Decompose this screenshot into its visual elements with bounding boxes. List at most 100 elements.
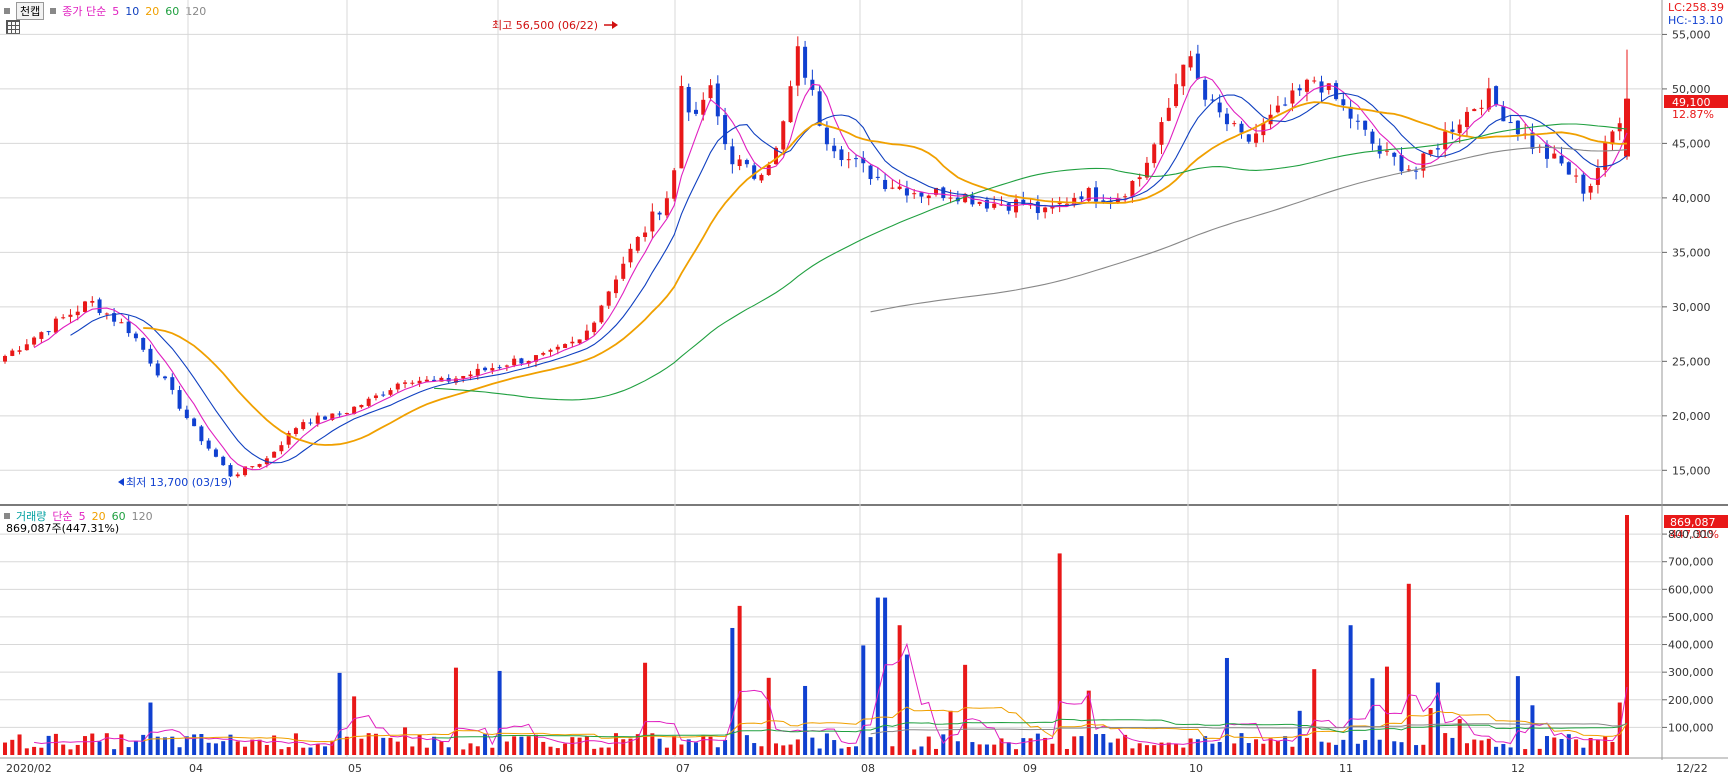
candle-body — [1515, 120, 1520, 135]
grid-settings-icon[interactable] — [6, 20, 20, 34]
volume-bar — [1006, 742, 1011, 755]
candle-body — [1363, 120, 1368, 130]
candle-body — [61, 317, 66, 319]
candle-body — [39, 332, 44, 339]
volume-bar — [388, 737, 393, 755]
volume-bar — [686, 739, 691, 755]
volume-bar — [1523, 749, 1528, 755]
candle-body — [1297, 88, 1302, 91]
candle-body — [904, 188, 909, 196]
volume-bar — [1450, 737, 1455, 755]
volume-bar — [133, 740, 138, 755]
x-tick-label: 07 — [676, 762, 690, 775]
volume-tick-label: 300,000 — [1668, 666, 1714, 679]
candle-body — [1159, 122, 1164, 145]
candle-body — [1588, 186, 1593, 193]
candle-body — [715, 83, 720, 117]
candle-body — [824, 127, 829, 145]
volume-bar — [1086, 690, 1091, 755]
moving-average-layer — [33, 76, 1628, 471]
candle-body — [970, 195, 975, 205]
volume-bar — [977, 744, 982, 755]
candle-body — [912, 193, 917, 195]
x-tick-label: 12 — [1511, 762, 1525, 775]
volume-bar — [417, 734, 422, 755]
candle-body — [1137, 177, 1142, 180]
candle-body — [628, 248, 633, 263]
candle-body — [1574, 175, 1579, 177]
candle-body — [926, 195, 931, 199]
candle-body — [657, 212, 662, 215]
volume-bar — [861, 645, 866, 755]
current-price-label: 49,100 — [1672, 96, 1711, 109]
volume-bar — [497, 670, 502, 755]
candle-body — [723, 115, 728, 145]
volume-bar — [17, 734, 22, 755]
candle-body — [1421, 153, 1426, 171]
chart-tab[interactable]: 천캡 — [16, 2, 45, 20]
candle-body — [177, 390, 182, 409]
volume-bar — [490, 747, 495, 755]
candle-body-last — [1624, 98, 1630, 157]
volume-bar — [1130, 748, 1135, 755]
volume-bar — [177, 747, 182, 755]
volume-bar — [999, 738, 1004, 755]
candle-body — [359, 404, 364, 408]
candle-body — [1603, 142, 1608, 170]
volume-bar — [1035, 733, 1040, 755]
candle-body — [75, 311, 80, 316]
volume-bar — [970, 742, 975, 755]
volume-bar — [1595, 739, 1600, 755]
candle-body — [352, 406, 357, 414]
volume-bar — [752, 743, 757, 755]
volume-bar — [119, 734, 124, 755]
candle-body — [1428, 149, 1433, 155]
candle-body — [24, 344, 29, 351]
volume-bar — [541, 741, 546, 755]
volume-bar — [68, 749, 73, 755]
volume-bar — [1304, 737, 1309, 755]
candle-body — [621, 263, 626, 279]
volume-bar — [61, 744, 66, 755]
candle-body — [388, 390, 393, 395]
volume-bar — [403, 727, 408, 755]
volume-bar — [1377, 739, 1382, 755]
volume-bar — [141, 734, 146, 755]
candle-body — [1304, 79, 1309, 92]
volume-bar — [1435, 682, 1440, 755]
volume-bar — [1479, 740, 1484, 755]
candle-body — [10, 350, 15, 356]
volume-bar — [1588, 738, 1593, 755]
volume-bar — [366, 733, 371, 755]
volume-bar — [839, 748, 844, 755]
candle-body — [1457, 124, 1462, 134]
volume-bar — [744, 735, 749, 755]
candle-body — [977, 201, 982, 205]
candle-body — [3, 355, 7, 362]
legend-ma-5: 5 — [112, 4, 120, 18]
candle-body — [1552, 153, 1557, 159]
volume-bar — [1166, 742, 1171, 755]
candle-body — [323, 416, 328, 420]
volume-bar — [1341, 739, 1346, 755]
volume-bar — [1246, 743, 1251, 755]
volume-title: 거래량 — [16, 510, 47, 523]
candle-body — [1370, 131, 1375, 144]
volume-bar — [672, 735, 677, 755]
volume-bar — [344, 736, 349, 755]
candle-body — [1188, 56, 1193, 68]
volume-bar — [904, 654, 909, 755]
candle-body — [1064, 203, 1069, 205]
candle-body — [875, 176, 880, 178]
volume-bar — [635, 734, 640, 755]
candle-body — [155, 363, 160, 376]
volume-bar — [250, 739, 255, 755]
hc-label: HC:-13.10 — [1668, 14, 1723, 27]
candle-body — [163, 376, 168, 379]
candle-body — [1079, 196, 1084, 200]
volume-bar — [243, 746, 248, 755]
candle-body — [686, 86, 691, 113]
candle-body — [1544, 144, 1549, 159]
volume-bar — [759, 746, 764, 755]
volume-bar — [461, 749, 466, 755]
